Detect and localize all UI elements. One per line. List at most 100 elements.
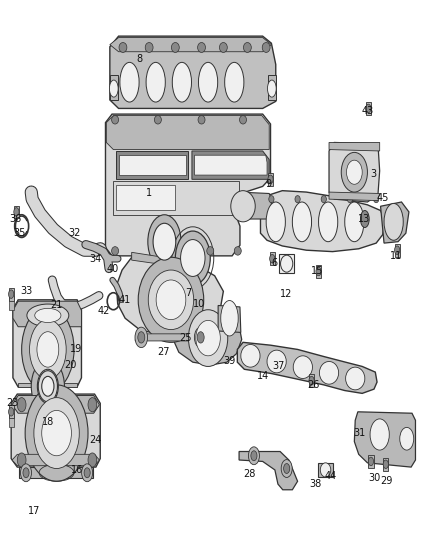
Ellipse shape (194, 327, 207, 348)
Polygon shape (329, 192, 380, 200)
Ellipse shape (198, 43, 205, 52)
Polygon shape (9, 413, 14, 427)
Ellipse shape (25, 385, 88, 481)
Text: 32: 32 (68, 228, 80, 238)
Polygon shape (135, 334, 209, 341)
Ellipse shape (188, 310, 228, 367)
Text: 18: 18 (42, 417, 54, 427)
Polygon shape (18, 383, 77, 387)
Polygon shape (381, 202, 409, 243)
Ellipse shape (17, 453, 26, 467)
Ellipse shape (366, 104, 371, 112)
Polygon shape (316, 265, 321, 278)
Ellipse shape (112, 116, 119, 124)
Ellipse shape (198, 116, 205, 124)
Text: 39: 39 (223, 356, 236, 366)
Polygon shape (110, 75, 118, 100)
Polygon shape (354, 412, 416, 467)
Polygon shape (173, 312, 242, 365)
Ellipse shape (219, 43, 227, 52)
Ellipse shape (9, 290, 14, 298)
Polygon shape (279, 254, 294, 273)
Polygon shape (383, 458, 389, 471)
Ellipse shape (244, 43, 251, 52)
Text: 3: 3 (371, 169, 377, 179)
Ellipse shape (346, 160, 362, 184)
Text: 43: 43 (361, 106, 374, 116)
Text: 41: 41 (119, 295, 131, 305)
Polygon shape (117, 185, 175, 210)
Polygon shape (239, 451, 297, 490)
Text: 20: 20 (64, 360, 77, 370)
Ellipse shape (266, 202, 286, 241)
Ellipse shape (198, 62, 218, 102)
Ellipse shape (180, 239, 205, 277)
Ellipse shape (138, 257, 204, 342)
Ellipse shape (163, 247, 170, 255)
Polygon shape (14, 206, 19, 219)
Text: 28: 28 (244, 469, 256, 479)
Ellipse shape (241, 344, 260, 367)
Ellipse shape (81, 464, 93, 482)
Text: 30: 30 (368, 473, 381, 483)
Text: 21: 21 (50, 301, 63, 311)
Ellipse shape (231, 191, 255, 222)
Polygon shape (19, 467, 93, 479)
Polygon shape (239, 192, 272, 219)
Ellipse shape (374, 196, 379, 203)
Ellipse shape (346, 367, 365, 390)
Ellipse shape (316, 267, 321, 276)
Polygon shape (329, 142, 380, 151)
Ellipse shape (31, 359, 64, 413)
Polygon shape (192, 151, 269, 179)
Polygon shape (110, 37, 272, 52)
Text: 17: 17 (28, 506, 40, 516)
Ellipse shape (138, 332, 145, 343)
Ellipse shape (88, 398, 97, 412)
Polygon shape (13, 301, 81, 327)
Polygon shape (309, 374, 314, 387)
Ellipse shape (318, 202, 338, 241)
Polygon shape (366, 102, 371, 115)
Polygon shape (268, 75, 276, 100)
Text: 1: 1 (146, 189, 152, 198)
Text: 6: 6 (272, 258, 278, 268)
Ellipse shape (153, 223, 176, 260)
Ellipse shape (9, 408, 14, 416)
Ellipse shape (119, 43, 127, 52)
Polygon shape (329, 142, 380, 202)
Ellipse shape (171, 43, 179, 52)
Text: 29: 29 (381, 477, 393, 486)
Ellipse shape (384, 204, 403, 240)
Ellipse shape (269, 196, 274, 203)
Polygon shape (132, 252, 201, 270)
Ellipse shape (321, 196, 326, 203)
Ellipse shape (145, 43, 153, 52)
Ellipse shape (347, 196, 353, 203)
Text: 15: 15 (311, 266, 323, 277)
Ellipse shape (21, 307, 74, 392)
Text: 7: 7 (185, 288, 191, 298)
Ellipse shape (341, 152, 367, 192)
Text: 45: 45 (376, 193, 389, 203)
Text: 25: 25 (180, 333, 192, 343)
Ellipse shape (175, 231, 210, 285)
Ellipse shape (197, 332, 204, 343)
Polygon shape (218, 305, 241, 333)
Ellipse shape (270, 254, 275, 263)
Ellipse shape (383, 460, 389, 469)
Text: 42: 42 (98, 306, 110, 316)
Ellipse shape (225, 62, 244, 102)
Text: 24: 24 (90, 435, 102, 445)
Polygon shape (268, 173, 273, 185)
Ellipse shape (221, 301, 238, 336)
Ellipse shape (320, 463, 331, 477)
Ellipse shape (84, 468, 90, 478)
Polygon shape (106, 116, 269, 150)
Ellipse shape (319, 361, 339, 384)
Ellipse shape (293, 356, 312, 378)
Ellipse shape (345, 202, 364, 241)
Text: 12: 12 (280, 289, 293, 299)
Ellipse shape (146, 62, 165, 102)
Ellipse shape (248, 447, 259, 465)
